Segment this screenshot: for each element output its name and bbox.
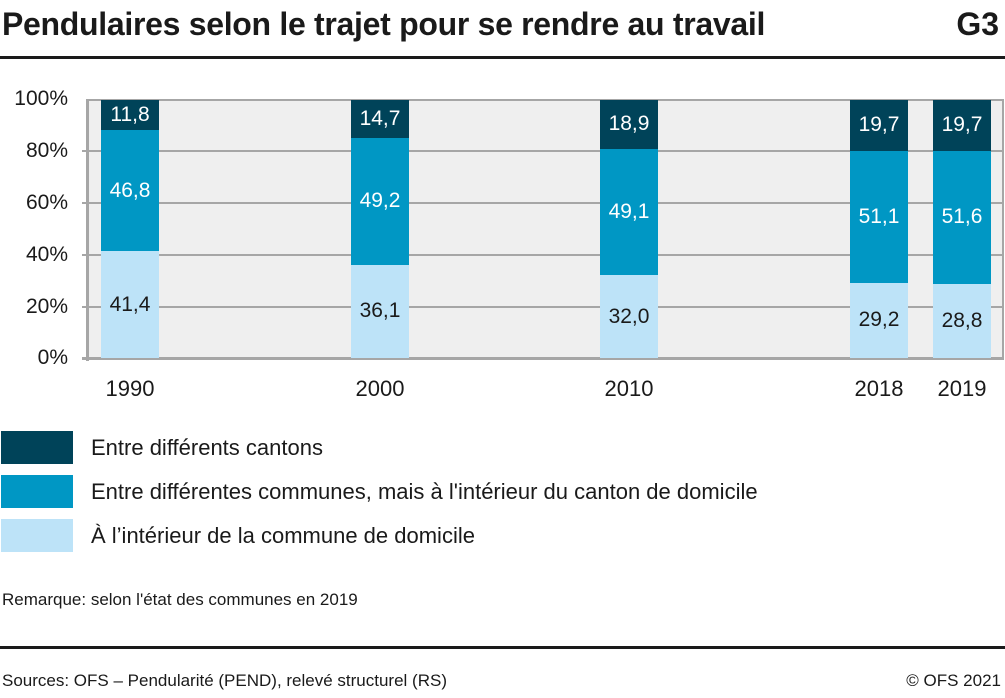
data-label: 29,2 <box>858 308 900 332</box>
y-tick-40: 40% <box>25 243 68 266</box>
y-tick-20: 20% <box>25 295 68 318</box>
data-label: 51,6 <box>941 205 983 229</box>
legend-label: À l’intérieur de la commune de domicile <box>91 522 475 548</box>
bar-segment-communes: 46,8 <box>101 130 159 252</box>
bar-segment-domicile: 29,2 <box>850 282 908 358</box>
data-label: 19,7 <box>941 113 983 137</box>
x-tick-label: 2018 <box>854 376 904 401</box>
y-tick-100: 100% <box>14 87 68 110</box>
legend-swatch-domicile <box>1 519 73 552</box>
legend-swatch-cantons <box>1 431 73 464</box>
bar-segment-cantons: 18,9 <box>600 100 658 149</box>
x-tick-label: 2010 <box>604 376 654 401</box>
footer-rule <box>0 646 1005 649</box>
bar-segment-communes: 49,2 <box>351 137 409 265</box>
chart-title: Pendulaires selon le trajet pour se rend… <box>2 6 766 42</box>
bar-2010: 32,0 49,1 18,9 <box>600 100 658 358</box>
x-axis-line <box>82 357 1004 360</box>
gridline-20 <box>82 306 1002 308</box>
bar-segment-cantons: 19,7 <box>850 100 908 151</box>
data-label: 11,8 <box>110 103 150 127</box>
y-axis-line <box>86 99 89 361</box>
data-label: 14,7 <box>359 106 401 130</box>
title-rule <box>0 56 1005 59</box>
x-tick-label: 2000 <box>355 376 405 401</box>
data-label: 51,1 <box>858 204 900 228</box>
y-tick-0: 0% <box>37 346 68 369</box>
data-label: 46,8 <box>109 178 151 202</box>
legend-label: Entre différents cantons <box>91 434 323 460</box>
bar-segment-domicile: 36,1 <box>351 264 409 358</box>
copyright: © OFS 2021 <box>906 671 1001 690</box>
data-label: 49,2 <box>359 189 401 213</box>
gridline-40 <box>82 254 1002 256</box>
bar-2000: 36,1 49,2 14,7 <box>351 100 409 358</box>
bar-segment-cantons: 11,8 <box>101 100 159 131</box>
legend-item-cantons: Entre différents cantons <box>1 431 323 464</box>
graph-number: G3 <box>956 6 999 42</box>
bar-segment-domicile: 41,4 <box>101 251 159 358</box>
bar-segment-domicile: 28,8 <box>933 283 991 358</box>
gridline-80 <box>82 150 1002 152</box>
x-tick-label: 2019 <box>937 376 987 401</box>
data-label: 18,9 <box>608 112 650 136</box>
data-label: 36,1 <box>359 299 401 323</box>
legend-item-domicile: À l’intérieur de la commune de domicile <box>1 519 475 552</box>
x-tick-label: 1990 <box>105 376 155 401</box>
bar-segment-communes: 49,1 <box>600 148 658 276</box>
bar-segment-domicile: 32,0 <box>600 275 658 358</box>
bar-segment-communes: 51,1 <box>850 150 908 283</box>
y-tick-60: 60% <box>25 191 68 214</box>
data-label: 32,0 <box>608 304 650 328</box>
bar-2019: 28,8 51,6 19,7 <box>933 99 991 358</box>
legend-item-communes: Entre différentes communes, mais à l'int… <box>1 475 758 508</box>
sources-note: Sources: OFS – Pendularité (PEND), relev… <box>2 671 447 690</box>
y-tick-80: 80% <box>25 139 68 162</box>
bar-2018: 29,2 51,1 19,7 <box>850 100 908 358</box>
legend-label: Entre différentes communes, mais à l'int… <box>91 478 758 504</box>
bar-segment-cantons: 14,7 <box>351 100 409 138</box>
bar-segment-communes: 51,6 <box>933 150 991 284</box>
gridline-60 <box>82 202 1002 204</box>
bar-1990: 41,4 46,8 11,8 <box>101 100 159 358</box>
remark-note: Remarque: selon l'état des communes en 2… <box>2 590 358 609</box>
legend-swatch-communes <box>1 475 73 508</box>
bar-segment-cantons: 19,7 <box>933 99 991 151</box>
data-label: 28,8 <box>941 308 983 332</box>
data-label: 19,7 <box>858 113 900 137</box>
data-label: 41,4 <box>109 292 151 316</box>
data-label: 49,1 <box>608 200 650 224</box>
